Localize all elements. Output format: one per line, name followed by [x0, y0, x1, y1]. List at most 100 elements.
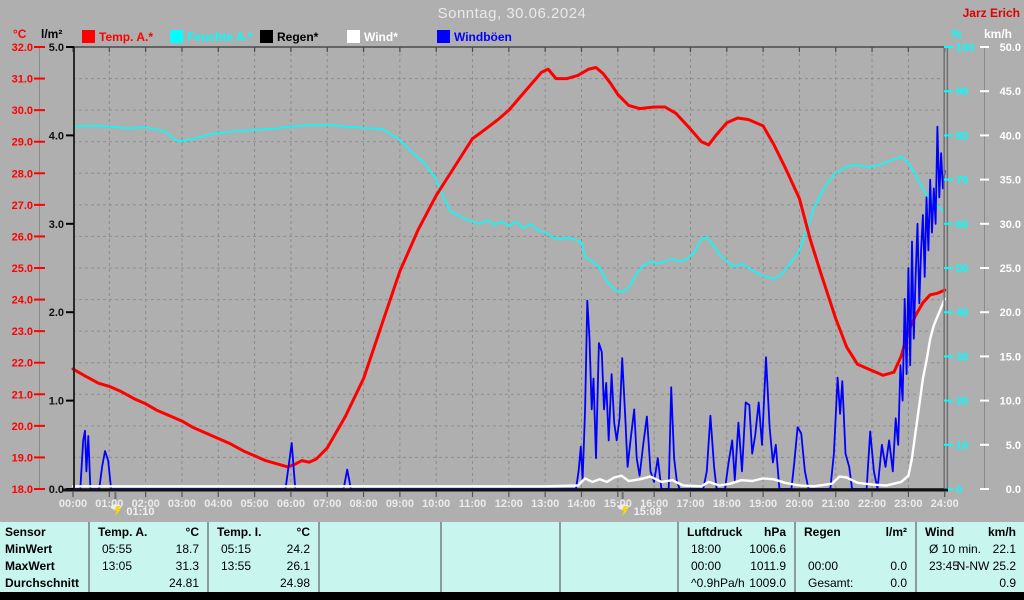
event-marker-label: 01:10	[126, 506, 154, 518]
table-col-empty-2	[318, 522, 440, 592]
svg-text:31.0: 31.0	[12, 74, 33, 86]
svg-text:30.0: 30.0	[1000, 219, 1021, 231]
table-col-unit: km/h	[987, 525, 1016, 539]
table-col-wind: Wind km/h Ø 10 min. 22.1 23:45 N-NW 25.2 0.9	[915, 522, 1024, 592]
table-cell-value: 1011.9	[750, 559, 786, 573]
table-col-header: Temp. I.	[217, 525, 262, 539]
svg-text:0.0: 0.0	[49, 484, 64, 496]
table-cell-time: 05:55	[102, 542, 133, 556]
svg-text:4.0: 4.0	[49, 130, 64, 142]
table-col-temp-i-: Temp. I. °C 05:15 24.2 13:55 26.1 24.98	[207, 522, 318, 592]
svg-text:06:00: 06:00	[277, 498, 305, 510]
table-cell-value: 0.9	[999, 576, 1016, 590]
bottom-bar	[0, 592, 1024, 600]
svg-text:17:00: 17:00	[676, 498, 704, 510]
storm-icon	[110, 504, 122, 516]
table-row-label: MinWert	[5, 542, 53, 556]
svg-text:24:00: 24:00	[931, 498, 959, 510]
svg-text:32.0: 32.0	[12, 42, 33, 54]
weather-event-marker: 01:10	[110, 491, 155, 518]
svg-text:02:00: 02:00	[132, 498, 160, 510]
svg-text:1.0: 1.0	[49, 396, 64, 408]
table-col-empty-3	[440, 522, 559, 592]
svg-text:20:00: 20:00	[785, 498, 813, 510]
svg-text:03:00: 03:00	[168, 498, 196, 510]
table-col-regen: Regen l/m² 00:00 0.0 Gesamt: 0.0	[794, 522, 915, 592]
svg-text:10: 10	[956, 440, 968, 452]
svg-text:20.0: 20.0	[12, 421, 33, 433]
svg-text:21:00: 21:00	[822, 498, 850, 510]
table-row-label: MaxWert	[5, 559, 55, 573]
legend-label: Regen*	[277, 30, 319, 44]
right-axis-unit-humidity: %	[951, 27, 962, 41]
svg-text:0.0: 0.0	[1006, 484, 1021, 496]
svg-text:23:00: 23:00	[894, 498, 922, 510]
chart-canvas: 18.0 19.0 20.0 21.0 22.0 23.0 24.0 25.0 26.0 27.0…	[12, 42, 1021, 518]
table-cell-time: 13:55	[221, 559, 252, 573]
table-col-header: Temp. A.	[98, 525, 148, 539]
svg-text:07:00: 07:00	[313, 498, 341, 510]
svg-text:30: 30	[956, 351, 968, 363]
svg-text:04:00: 04:00	[204, 498, 232, 510]
legend-item-1: Temp. A.*	[82, 30, 153, 44]
svg-text:15.0: 15.0	[1000, 351, 1021, 363]
svg-text:100: 100	[956, 42, 974, 54]
series-line-2	[71, 66, 947, 469]
gridlines	[73, 47, 945, 489]
table-col-header: Wind	[925, 525, 955, 539]
table-cell-value: 24.2	[286, 542, 310, 556]
svg-text:12:00: 12:00	[495, 498, 523, 510]
svg-text:90: 90	[956, 86, 968, 98]
series-line-4	[72, 125, 946, 490]
svg-text:10.0: 10.0	[1000, 396, 1021, 408]
svg-text:16:00: 16:00	[640, 498, 668, 510]
watermark-author: Jarz Erich	[962, 6, 1020, 20]
page-title: Sonntag, 30.06.2024	[437, 5, 587, 22]
svg-text:05:00: 05:00	[241, 498, 269, 510]
svg-text:18:00: 18:00	[713, 498, 741, 510]
table-cell-value: 0.0	[890, 559, 907, 573]
series-line-5	[71, 297, 946, 488]
svg-text:20.0: 20.0	[1000, 307, 1021, 319]
table-cell-value: N-NW 25.2	[956, 559, 1016, 573]
table-cell-value: 24.81	[168, 576, 199, 590]
svg-text:40.0: 40.0	[1000, 130, 1021, 142]
legend-label: Temp. A.*	[99, 30, 154, 44]
table-col-row-labels: Sensor MinWert MaxWert Durchschnitt	[0, 522, 88, 592]
svg-text:50.0: 50.0	[1000, 42, 1021, 54]
table-col-header: Regen	[804, 525, 841, 539]
series-line-1	[72, 124, 946, 294]
legend-swatch-icon	[260, 30, 273, 43]
legend-label: Windböen	[454, 30, 512, 44]
svg-text:5.0: 5.0	[49, 42, 64, 54]
right-axis-unit-wind: km/h	[984, 27, 1013, 41]
svg-text:29.0: 29.0	[12, 137, 33, 149]
legend-label: Feuchte A.*	[187, 30, 253, 44]
svg-text:28.0: 28.0	[12, 168, 33, 180]
svg-text:00:00: 00:00	[59, 498, 87, 510]
table-col-luftdruck: Luftdruck hPa 18:00 1006.6 00:00 1011.9 ^0.9hP…	[677, 522, 794, 592]
table-cell-value: 31.3	[175, 559, 199, 573]
table-cell-value: 26.1	[286, 559, 310, 573]
legend-item-4: Wind*	[347, 30, 398, 44]
legend-item-2: Feuchte A.*	[170, 30, 253, 44]
svg-text:25.0: 25.0	[1000, 263, 1021, 275]
svg-text:35.0: 35.0	[1000, 175, 1021, 187]
svg-text:21.0: 21.0	[12, 389, 33, 401]
svg-text:40: 40	[956, 307, 968, 319]
svg-text:18.0: 18.0	[12, 484, 33, 496]
axes: 18.0 19.0 20.0 21.0 22.0 23.0 24.0 25.0 26.0 27.0…	[12, 42, 1021, 497]
table-col-header: Luftdruck	[687, 525, 743, 539]
table-col-unit: hPa	[763, 525, 786, 539]
svg-text:23.0: 23.0	[12, 326, 33, 338]
svg-text:50: 50	[956, 263, 968, 275]
event-marker-label: 15:08	[634, 506, 662, 518]
svg-text:11:00: 11:00	[459, 498, 487, 510]
storm-icon	[617, 504, 629, 516]
svg-text:5.0: 5.0	[1006, 440, 1021, 452]
svg-text:09:00: 09:00	[386, 498, 414, 510]
table-cell-time: ^0.9hPa/h	[691, 576, 745, 590]
table-cell-time: 23:45	[929, 559, 960, 573]
svg-text:30.0: 30.0	[12, 105, 33, 117]
